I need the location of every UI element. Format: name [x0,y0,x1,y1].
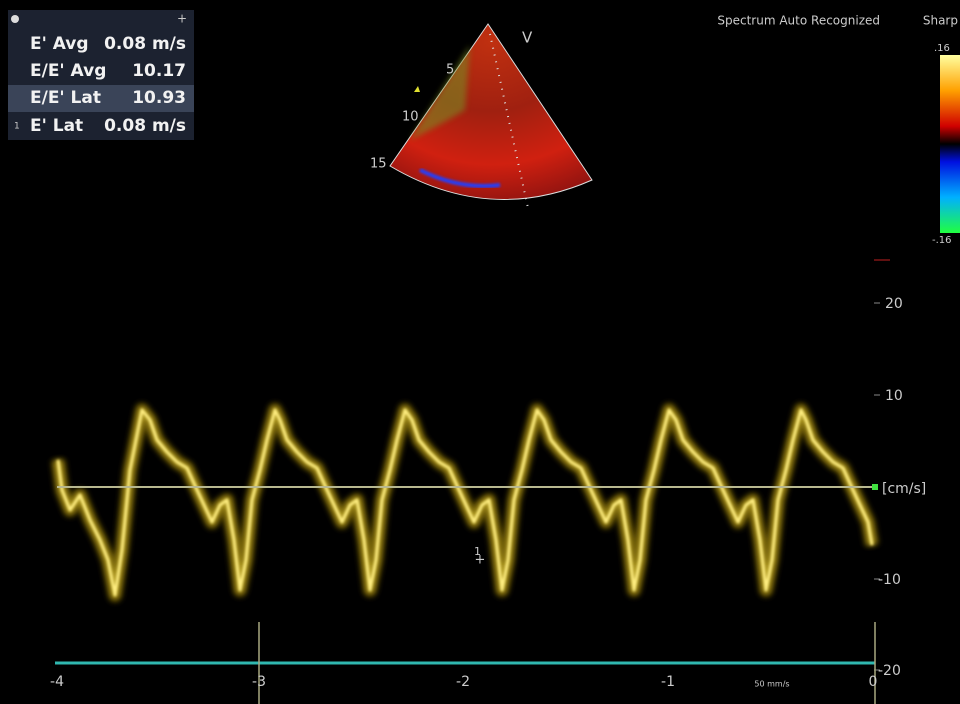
ultrasound-screen: + E' Avg 0.08 m/s E/E' Avg 10.17 E/E' La… [0,0,960,704]
velocity-label: 10 [885,388,903,404]
time-label: -3 [252,674,266,690]
velocity-unit: [cm/s] [882,481,926,497]
depth-label: 10 [402,110,419,125]
color-bar [940,55,960,233]
baseline-marker [872,484,878,490]
sector-mode: V [522,29,533,47]
depth-label: 5 [446,63,454,78]
row-value: 0.08 m/s [104,116,186,136]
cursor: + [475,553,486,568]
status-mode: Spectrum Auto Recognized [717,14,880,28]
time-label: -2 [456,674,470,690]
depth-label: 15 [370,157,387,172]
panel-icon: + [177,12,187,26]
sweep-speed: 50 mm/s [754,680,789,689]
velocity-label: -20 [878,663,901,679]
color-bar-bottom: -.16 [932,235,952,246]
measurement-panel: + E' Avg 0.08 m/s E/E' Avg 10.17 E/E' La… [8,10,194,140]
row-marker: 1 [14,122,20,132]
row-label: E/E' Lat [30,88,101,108]
row-value: 10.17 [132,61,186,81]
row-label: E/E' Avg [30,61,106,81]
velocity-label: -10 [878,572,901,588]
panel-icon [11,15,19,23]
color-bar-top: .16 [934,43,950,54]
row-value: 0.08 m/s [104,34,186,54]
row-value: 10.93 [132,88,186,108]
time-label: -4 [50,674,64,690]
velocity-label: 20 [885,296,903,312]
status-filter: Sharp [923,14,958,28]
row-label: E' Avg [30,34,89,54]
row-label: E' Lat [30,116,83,136]
time-label: -1 [661,674,675,690]
time-label: 0 [869,674,878,690]
